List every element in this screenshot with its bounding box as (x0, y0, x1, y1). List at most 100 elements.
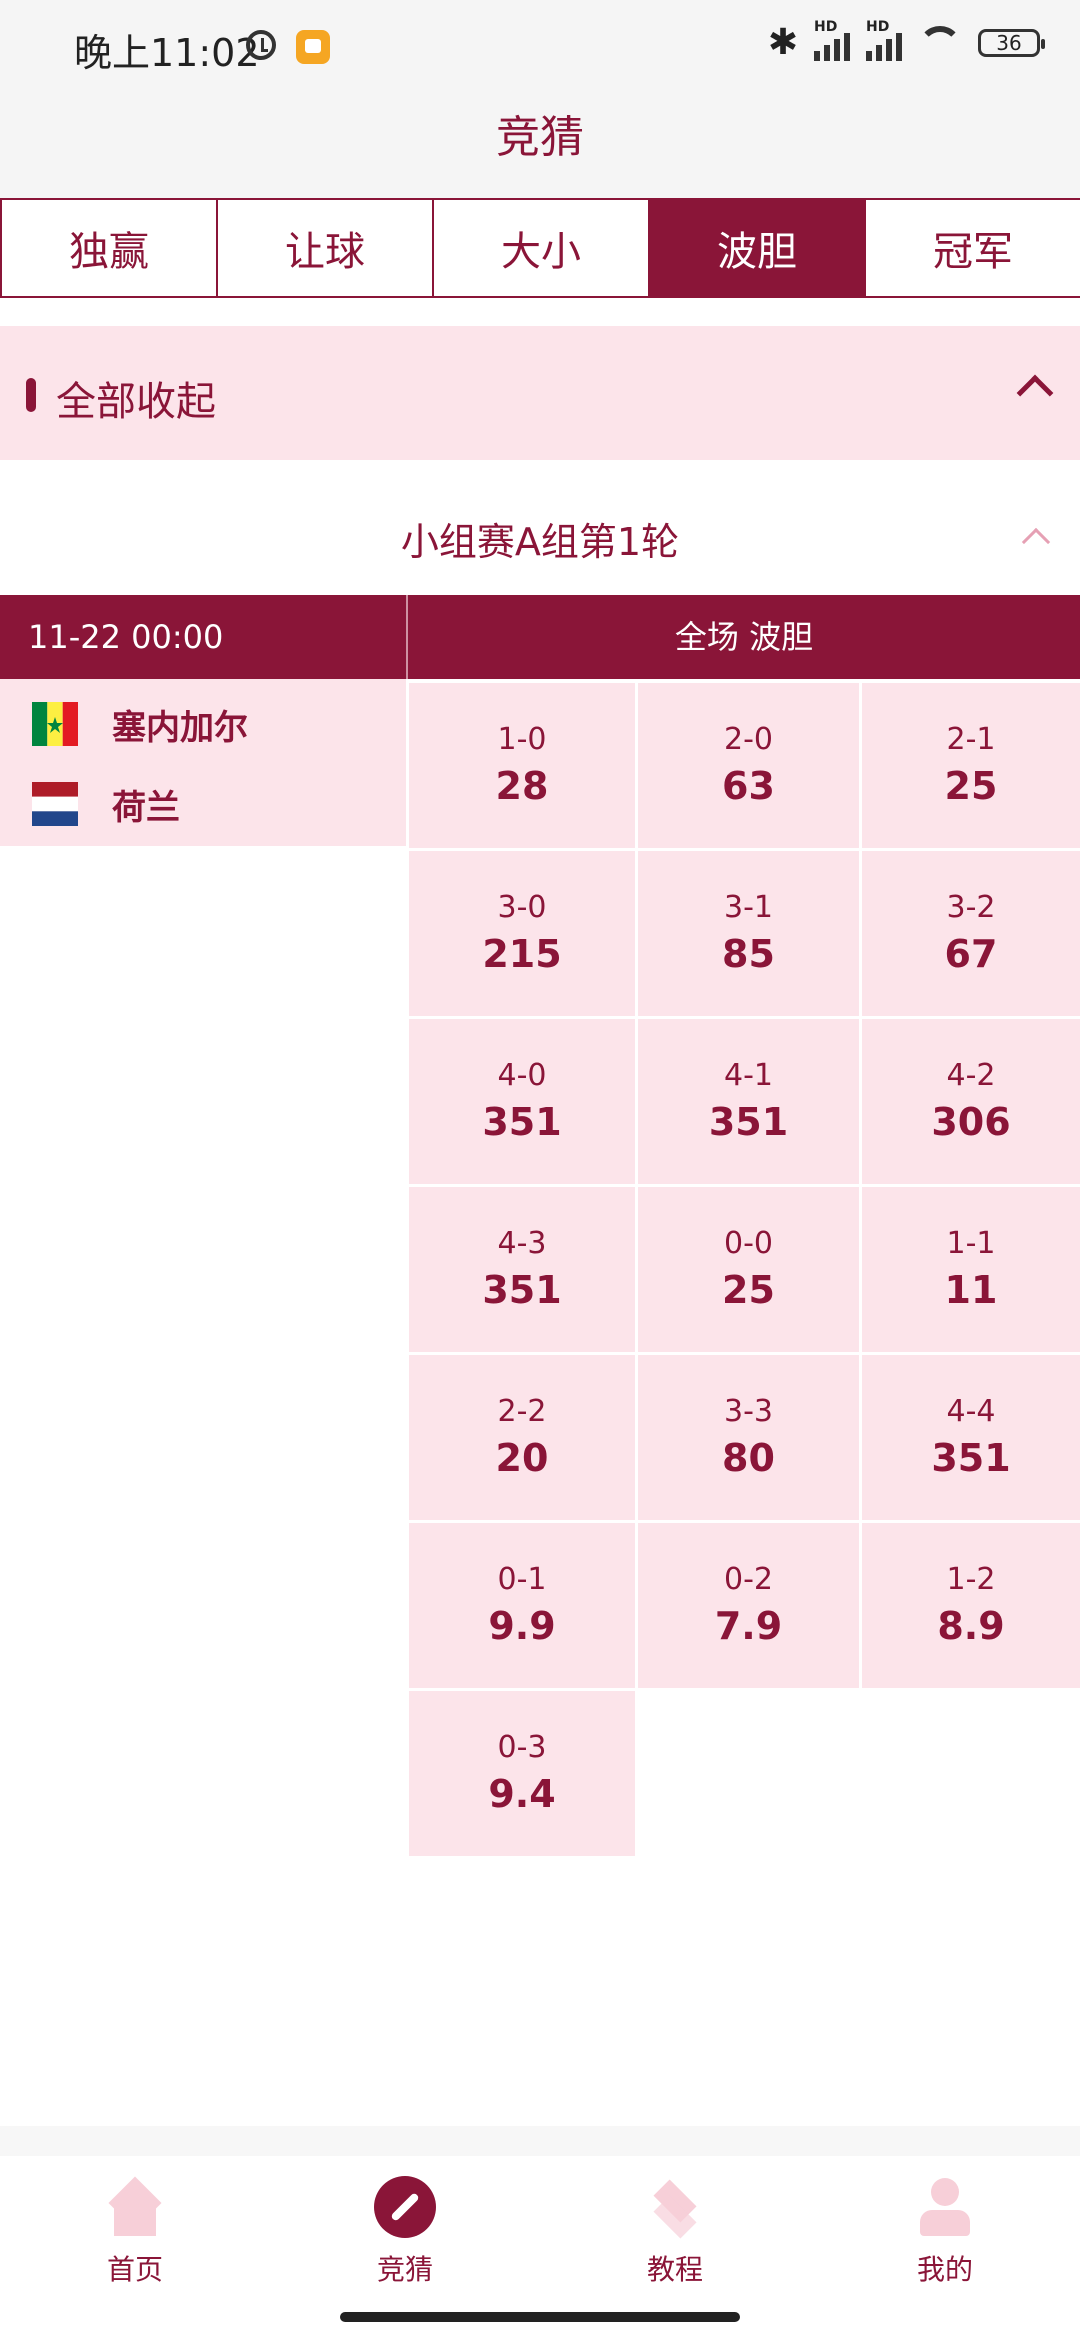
odds-cell[interactable]: 2-2 20 (409, 1355, 635, 1520)
chevron-up-icon[interactable] (1016, 374, 1054, 412)
tab-moneyline[interactable]: 独赢 (0, 200, 216, 296)
score-label: 4-1 (724, 1057, 773, 1093)
odd-value: 20 (495, 1435, 549, 1480)
nav-item-home[interactable]: 首页 (0, 2156, 270, 2340)
odds-grid: 1-0 28 2-0 63 2-1 25 3-0 215 3-1 85 3-2 67 4-0… (409, 683, 1080, 1856)
odd-value: 25 (722, 1267, 775, 1312)
odd-value: 351 (931, 1435, 1011, 1480)
compass-icon (374, 2176, 436, 2238)
score-label: 0-0 (724, 1225, 773, 1261)
away-team: 荷兰 (32, 781, 180, 828)
layers-icon (644, 2176, 706, 2239)
odds-cell[interactable]: 3-1 85 (638, 851, 859, 1016)
signal-label: HD (814, 18, 838, 35)
odd-value: 8.9 (937, 1603, 1005, 1648)
odds-cell[interactable]: 0-1 9.9 (409, 1523, 635, 1688)
wifi-icon (918, 25, 962, 60)
nav-item-profile[interactable]: 我的 (810, 2156, 1080, 2340)
score-label: 4-0 (497, 1057, 547, 1093)
score-label: 1-2 (946, 1561, 996, 1597)
away-team-name: 荷兰 (112, 787, 180, 828)
odds-cell[interactable]: 0-2 7.9 (638, 1523, 859, 1688)
odds-cell[interactable]: 2-0 63 (638, 683, 859, 848)
score-label: 3-2 (946, 889, 996, 925)
tab-champion[interactable]: 冠军 (864, 200, 1080, 296)
user-icon (914, 2176, 976, 2238)
nav-item-tutorial[interactable]: 教程 (540, 2156, 810, 2340)
odds-cell[interactable]: 3-3 80 (638, 1355, 859, 1520)
home-icon (104, 2176, 166, 2238)
odds-cell[interactable]: 1-0 28 (409, 683, 635, 848)
netherlands-flag-icon (32, 782, 78, 826)
signal-icon: HD (814, 19, 850, 61)
home-team-name: 塞内加尔 (112, 707, 248, 748)
signal-label: HD (866, 18, 890, 35)
odd-value: 9.4 (488, 1771, 556, 1816)
odd-value: 7.9 (714, 1603, 783, 1648)
score-label: 2-1 (946, 721, 996, 757)
score-label: 2-0 (724, 721, 773, 757)
score-label: 2-2 (497, 1393, 547, 1429)
score-label: 0-3 (497, 1729, 547, 1765)
nav-item-betting[interactable]: 竞猜 (270, 2156, 540, 2340)
accent-marker (26, 378, 36, 412)
odd-value: 9.9 (488, 1603, 556, 1648)
nav-label: 教程 (646, 2253, 703, 2286)
odds-cell[interactable]: 3-0 215 (409, 851, 635, 1016)
odds-cell[interactable]: 1-2 8.9 (862, 1523, 1080, 1688)
odds-cell[interactable]: 4-3 351 (409, 1187, 635, 1352)
odd-value: 351 (482, 1267, 562, 1312)
tab-handicap[interactable]: 让球 (216, 200, 432, 296)
tab-correct-score[interactable]: 波胆 (648, 200, 864, 296)
status-bar: 晚上11:02 ✱ HD HD 36 (0, 0, 1080, 96)
home-team: 塞内加尔 (32, 701, 248, 748)
score-label: 3-3 (724, 1393, 773, 1429)
tab-over-under[interactable]: 大小 (432, 200, 648, 296)
odds-cell[interactable]: 3-2 67 (862, 851, 1080, 1016)
odds-cell[interactable]: 4-1 351 (638, 1019, 859, 1184)
odd-value: 28 (495, 763, 549, 808)
odd-value: 67 (944, 931, 998, 976)
score-label: 4-2 (946, 1057, 996, 1093)
score-label: 3-0 (497, 889, 547, 925)
market-label: 全场 波胆 (674, 618, 814, 656)
odds-cell[interactable]: 4-0 351 (409, 1019, 635, 1184)
teams-panel: 塞内加尔 荷兰 (0, 679, 406, 846)
odd-value: 351 (482, 1099, 562, 1144)
odd-value: 351 (708, 1099, 789, 1144)
odd-value: 11 (944, 1267, 998, 1312)
score-label: 0-2 (724, 1561, 773, 1597)
odds-cell[interactable]: 4-4 351 (862, 1355, 1080, 1520)
bottom-nav: 首页 竞猜 教程 我的 (0, 2156, 1080, 2340)
odd-value: 85 (722, 931, 775, 976)
status-time: 晚上11:02 (74, 31, 260, 75)
odd-value: 306 (931, 1099, 1011, 1144)
tab-bar: 独赢 让球 大小 波胆 冠军 (0, 198, 1080, 298)
group-title: 小组赛A组第1轮 (400, 520, 680, 564)
nav-label: 我的 (916, 2253, 973, 2286)
senegal-flag-icon (32, 702, 78, 746)
chevron-up-icon[interactable] (1021, 527, 1051, 557)
page-title: 竞猜 (496, 112, 584, 163)
nav-divider (0, 2126, 1080, 2156)
odd-value: 63 (722, 763, 775, 808)
home-indicator[interactable] (340, 2312, 740, 2322)
group-header[interactable]: 小组赛A组第1轮 (0, 490, 1080, 595)
collapse-all-bar[interactable]: 全部收起 (0, 326, 1080, 460)
score-label: 1-1 (946, 1225, 996, 1261)
odds-cell[interactable]: 1-1 11 (862, 1187, 1080, 1352)
score-label: 4-4 (946, 1393, 996, 1429)
alarm-icon (246, 30, 276, 60)
odds-cell[interactable]: 2-1 25 (862, 683, 1080, 848)
signal-icon: HD (866, 19, 902, 61)
odds-cell[interactable]: 0-3 9.4 (409, 1691, 635, 1856)
notification-icon (296, 30, 330, 64)
collapse-all-label: 全部收起 (56, 379, 216, 425)
score-label: 4-3 (497, 1225, 547, 1261)
odds-cell[interactable]: 4-2 306 (862, 1019, 1080, 1184)
odds-cell[interactable]: 0-0 25 (638, 1187, 859, 1352)
score-label: 1-0 (497, 721, 547, 757)
match-time: 11-22 00:00 (28, 618, 224, 656)
nav-label: 竞猜 (376, 2253, 433, 2286)
odd-value: 25 (944, 763, 998, 808)
